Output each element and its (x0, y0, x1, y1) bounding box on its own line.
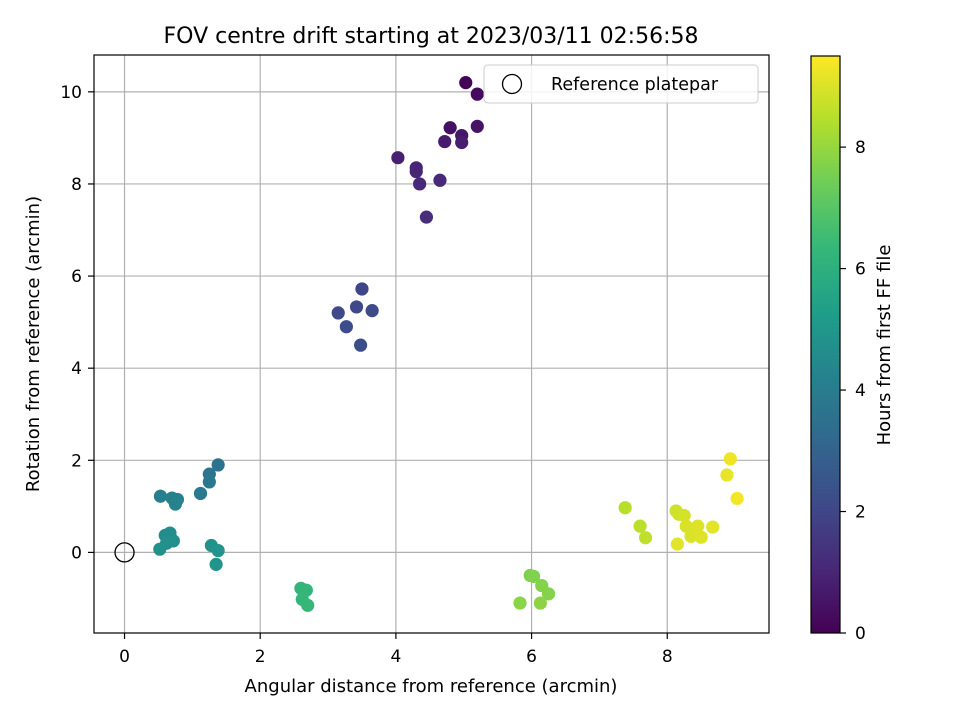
chart-title: FOV centre drift starting at 2023/03/11 … (164, 24, 699, 49)
scatter-point (526, 569, 541, 583)
x-tick-label: 2 (255, 647, 266, 667)
colorbar-tick-label: 4 (855, 381, 866, 401)
scatter-point (438, 134, 452, 149)
y-axis: 0 2 4 6 8 10 (60, 83, 94, 563)
scatter-point (513, 596, 527, 610)
plot-frame (93, 54, 770, 634)
scatter-point (618, 501, 632, 515)
scatter-point (339, 320, 353, 334)
scatter-point (193, 486, 208, 501)
scatter-point (730, 491, 744, 506)
scatter-point (470, 119, 484, 133)
scatter-point (211, 543, 225, 558)
scatter-point (691, 519, 705, 533)
scatter-point (349, 300, 364, 314)
scatter-point (694, 530, 708, 544)
y-tick-label: 8 (71, 175, 82, 195)
legend-label-reference: Reference platepar (551, 75, 719, 95)
legend-marker-reference (501, 73, 523, 95)
scatter-point (355, 282, 369, 296)
grid (94, 55, 769, 633)
y-axis-label: Rotation from reference (arcmin) (23, 196, 44, 492)
scatter-point (391, 151, 405, 165)
scatter-points (153, 76, 744, 612)
x-axis-label: Angular distance from reference (arcmin) (245, 676, 618, 697)
colorbar-tick-label: 2 (855, 503, 866, 523)
scatter-point (202, 475, 216, 489)
scatter-point (413, 177, 427, 191)
scatter-point (443, 121, 457, 135)
scatter-point (723, 452, 737, 466)
scatter-point (633, 519, 647, 533)
colorbar-gradient (811, 56, 840, 633)
colorbar-tick-label: 8 (855, 138, 866, 158)
scatter-point (459, 76, 473, 90)
legend-box (483, 64, 759, 104)
scatter-point (365, 304, 379, 318)
scatter-point (706, 520, 720, 534)
scatter-point (209, 557, 223, 571)
x-tick-label: 6 (526, 647, 537, 667)
scatter-point (455, 135, 469, 150)
scatter-point (638, 531, 653, 545)
colorbar-frame (810, 55, 841, 634)
y-tick-label: 6 (71, 267, 82, 287)
scatter-point (409, 164, 423, 179)
scatter-point (679, 519, 693, 533)
scatter-point (677, 508, 691, 523)
scatter-point (301, 598, 315, 612)
colorbar-ticks: 0 2 4 6 8 (840, 138, 866, 644)
x-tick-label: 0 (119, 647, 130, 667)
legend: Reference platepar (483, 64, 759, 104)
x-axis: 0 2 4 6 8 (119, 633, 673, 667)
reference-platepar-marker (114, 542, 135, 563)
y-tick-label: 2 (71, 451, 82, 471)
scatter-point (470, 87, 484, 101)
scatter-point (541, 587, 556, 601)
scatter-point (433, 173, 447, 187)
scatter-point (153, 489, 168, 503)
x-tick-label: 4 (390, 647, 401, 667)
scatter-point (211, 458, 225, 472)
colorbar-tick-label: 0 (855, 624, 866, 644)
colorbar-label: Hours from first FF file (874, 245, 895, 446)
scatter-point (354, 338, 368, 352)
scatter-point (331, 306, 345, 320)
colorbar-tick-label: 6 (855, 260, 866, 280)
x-tick-label: 8 (662, 647, 673, 667)
scatter-point (684, 529, 698, 543)
scatter-point (533, 596, 547, 610)
y-tick-label: 4 (71, 359, 82, 379)
scatter-point (153, 542, 167, 556)
scatter-point (419, 210, 434, 224)
y-tick-label: 10 (60, 83, 82, 103)
scatter-point (168, 497, 183, 511)
y-tick-label: 0 (71, 543, 82, 563)
colorbar: 0 2 4 6 8 Hours from first FF file (810, 55, 895, 644)
scatter-point (670, 537, 685, 551)
scatter-point (720, 468, 734, 482)
